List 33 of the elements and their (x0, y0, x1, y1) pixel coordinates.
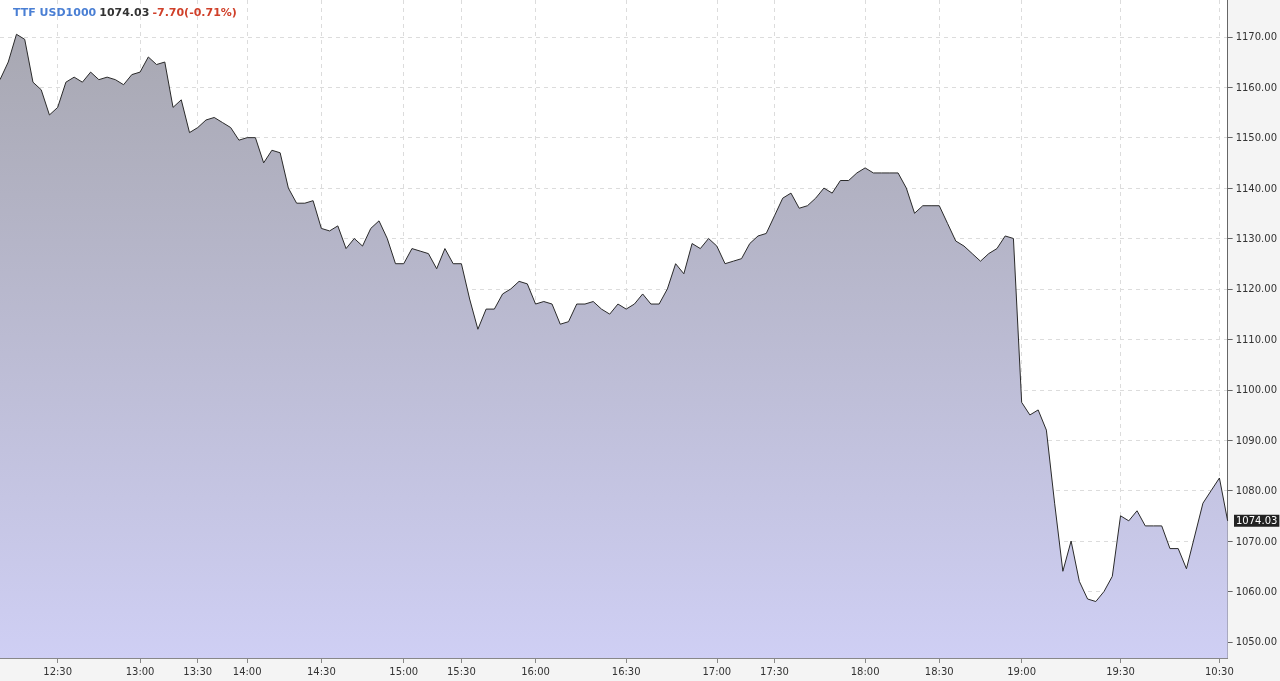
y-tick-label: 1140.00 (1235, 182, 1278, 194)
x-tick-label: 15:30 (446, 665, 476, 677)
y-tick-label: 1060.00 (1235, 585, 1278, 597)
x-tick-label: 14:30 (306, 665, 336, 677)
annotation: 1074.03 (99, 6, 150, 19)
x-tick-label: 13:30 (183, 665, 213, 677)
x-tick-label: 16:30 (611, 665, 641, 677)
x-tick-label: 18:00 (850, 665, 880, 677)
y-tick-label: 1130.00 (1235, 232, 1278, 244)
y-tick-label: 1110.00 (1235, 333, 1278, 345)
y-tick-label: 1160.00 (1235, 81, 1278, 93)
y-tick-label: 1070.00 (1235, 535, 1278, 547)
y-tick-label: 1090.00 (1235, 434, 1278, 446)
y-tick-label: 1100.00 (1235, 384, 1278, 396)
x-tick-label: 14:00 (232, 665, 262, 677)
y-tick-label: 1150.00 (1235, 132, 1278, 144)
y-tick-label: 1170.00 (1235, 31, 1278, 43)
y-tick-label: 1120.00 (1235, 283, 1278, 295)
x-tick-label: 16:00 (521, 665, 550, 677)
annotation: -7.70(-0.71%) (152, 6, 237, 19)
x-tick-label: 19:30 (1106, 665, 1135, 677)
text: TTF USD1000 (13, 6, 97, 19)
x-tick-label: 18:30 (924, 665, 954, 677)
y-tick-label: 1080.00 (1235, 485, 1278, 497)
x-tick-label: 19:00 (1007, 665, 1037, 677)
y-tick-label: 1050.00 (1235, 636, 1278, 648)
x-tick-label: 15:00 (389, 665, 419, 677)
x-tick-label: 12:30 (43, 665, 73, 677)
x-tick-label: 10:30 (1204, 665, 1234, 677)
x-tick-label: 17:00 (702, 665, 732, 677)
text: 1074.03 (1236, 515, 1278, 527)
x-tick-label: 17:30 (760, 665, 789, 677)
x-tick-label: 13:00 (125, 665, 155, 677)
